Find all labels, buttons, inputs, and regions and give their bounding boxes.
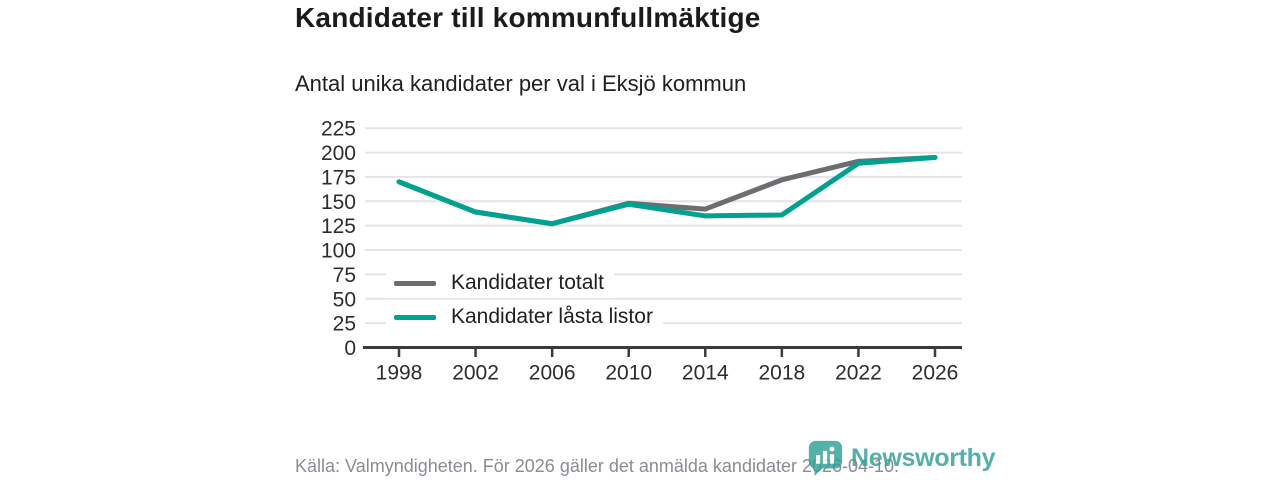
x-tick-label: 2006 (529, 362, 576, 385)
series-line-1 (396, 154, 938, 227)
x-tick-label: 2018 (758, 362, 805, 385)
legend-item-total: Kandidater totalt (386, 268, 614, 299)
chart-subtitle: Antal unika kandidater per val i Eksjö k… (295, 71, 747, 96)
y-tick-label: 25 (333, 313, 356, 336)
y-tick-label: 0 (344, 337, 356, 360)
x-tick-label: 2014 (682, 362, 729, 385)
newsworthy-logo-text: Newsworthy (851, 443, 996, 472)
newsworthy-speech-bubble-chart-icon (808, 440, 843, 477)
source-note: Källa: Valmyndigheten. För 2026 gäller d… (295, 456, 900, 476)
y-tick-label: 225 (321, 118, 356, 141)
legend-label: Kandidater totalt (451, 271, 604, 294)
y-tick-label: 150 (321, 191, 356, 214)
chart-legend: Kandidater totalt Kandidater låsta listo… (386, 268, 663, 333)
x-tick-label: 2002 (452, 362, 499, 385)
x-tick-label: 2022 (835, 362, 882, 385)
y-tick-label: 75 (333, 264, 356, 287)
x-tick-label: 2010 (605, 362, 652, 385)
legend-swatch-gray (394, 280, 436, 286)
legend-swatch-teal (394, 314, 436, 320)
y-tick-label: 125 (321, 215, 356, 238)
y-tick-label: 100 (321, 240, 356, 263)
x-tick-label: 2026 (912, 362, 959, 385)
x-tick-label: 1998 (376, 362, 423, 385)
y-tick-label: 200 (321, 142, 356, 165)
y-tick-label: 50 (333, 288, 356, 311)
page-title: Kandidater till kommunfullmäktige (295, 2, 761, 33)
legend-item-locked-lists: Kandidater låsta listor (386, 302, 663, 333)
newsworthy-logo: Newsworthy (806, 439, 996, 477)
y-tick-label: 175 (321, 166, 356, 189)
legend-label: Kandidater låsta listor (451, 305, 653, 329)
